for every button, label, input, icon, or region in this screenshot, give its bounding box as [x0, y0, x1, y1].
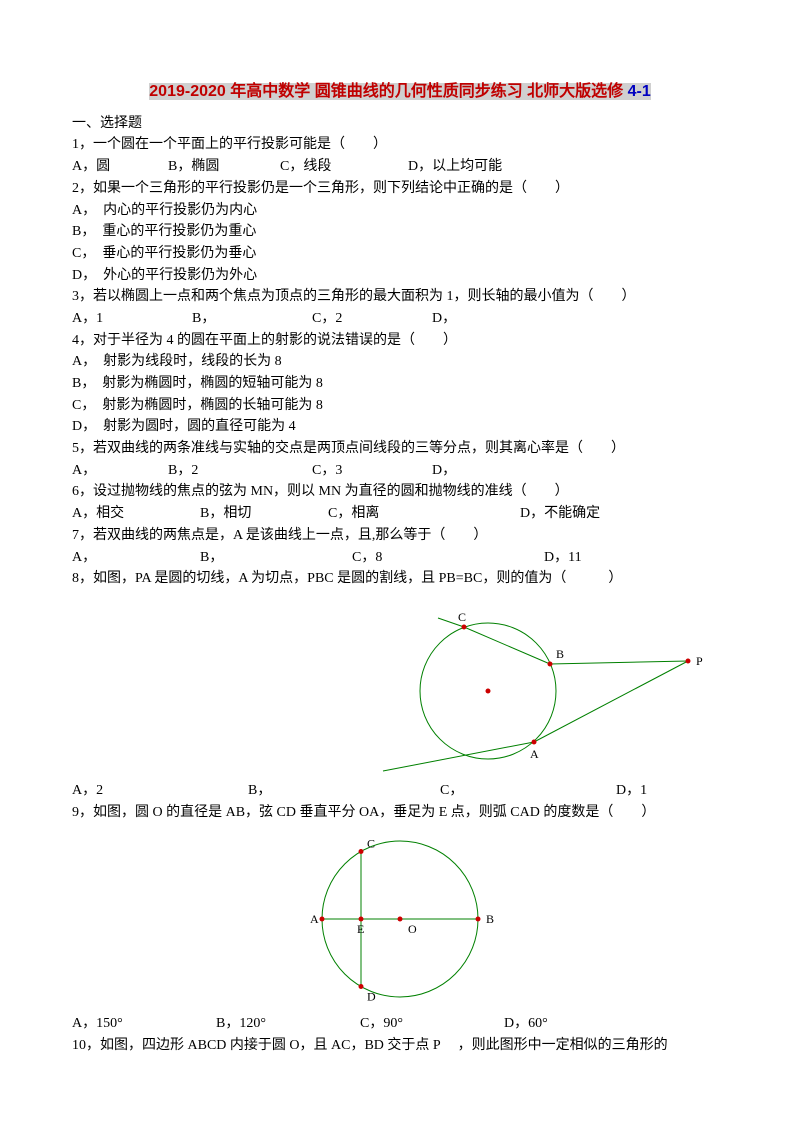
option-row: A，圆B，椭圆C，线段D，以上均可能: [72, 156, 728, 178]
option: A，: [72, 460, 168, 482]
svg-text:O: O: [408, 922, 417, 936]
svg-text:B: B: [486, 912, 494, 926]
svg-text:E: E: [357, 922, 364, 936]
option: D，60°: [504, 1013, 584, 1035]
question-stem: 9，如图，圆 O 的直径是 AB，弦 CD 垂直平分 OA，垂足为 E 点，则弧…: [72, 802, 728, 824]
option: A，2: [72, 780, 248, 802]
option: D，以上均可能: [408, 156, 548, 178]
option: B，椭圆: [168, 156, 280, 178]
option: C，线段: [280, 156, 408, 178]
question-stem: 5，若双曲线的两条准线与实轴的交点是两顶点间线段的三等分点，则其离心率是（ ）: [72, 438, 728, 460]
option: B，: [192, 308, 312, 330]
question-stem: 1，一个圆在一个平面上的平行投影可能是（ ）: [72, 134, 728, 156]
option: A， 射影为线段时，线段的长为 8: [72, 351, 728, 373]
option: C， 射影为椭圆时，椭圆的长轴可能为 8: [72, 395, 728, 417]
svg-text:P: P: [696, 654, 703, 668]
option: D，: [432, 308, 512, 330]
figure-9: A B E O C D: [250, 829, 550, 1009]
option: A，相交: [72, 503, 200, 525]
option: C，: [440, 780, 616, 802]
option: B，相切: [200, 503, 328, 525]
svg-text:A: A: [530, 747, 539, 761]
option: A，圆: [72, 156, 168, 178]
option: D，11: [544, 547, 624, 569]
option: D，1: [616, 780, 696, 802]
option: A，: [72, 547, 200, 569]
option: D，: [432, 460, 512, 482]
option: C，8: [352, 547, 544, 569]
option: C，相离: [328, 503, 520, 525]
option: C，2: [312, 308, 432, 330]
question-stem: 10，如图，四边形 ABCD 内接于圆 O，且 AC，BD 交于点 P ，则此图…: [72, 1035, 728, 1057]
question-stem: 4，对于半径为 4 的圆在平面上的射影的说法错误的是（ ）: [72, 330, 728, 352]
option: B，2: [168, 460, 312, 482]
svg-text:D: D: [367, 990, 376, 1004]
question-list: 1，一个圆在一个平面上的平行投影可能是（ ）A，圆B，椭圆C，线段D，以上均可能…: [72, 134, 728, 1056]
svg-text:C: C: [367, 837, 375, 851]
option-row: A，相交B，相切C，相离D，不能确定: [72, 503, 728, 525]
question-stem: 6，设过抛物线的焦点的弦为 MN，则以 MN 为直径的圆和抛物线的准线（ ）: [72, 481, 728, 503]
svg-text:A: A: [310, 912, 319, 926]
option: D， 射影为圆时，圆的直径可能为 4: [72, 416, 728, 438]
option: B， 重心的平行投影仍为重心: [72, 221, 728, 243]
question-stem: 8，如图，PA 是圆的切线，A 为切点，PBC 是圆的割线，且 PB=BC，则的…: [72, 568, 728, 590]
option: C， 垂心的平行投影仍为垂心: [72, 243, 728, 265]
option: A，150°: [72, 1013, 216, 1035]
option-row: A，1B，C，2D，: [72, 308, 728, 330]
question-stem: 7，若双曲线的两焦点是，A 是该曲线上一点，且,那么等于（ ）: [72, 525, 728, 547]
option: B， 射影为椭圆时，椭圆的短轴可能为 8: [72, 373, 728, 395]
option: A，1: [72, 308, 192, 330]
title-main: 2019-2020 年高中数学 圆锥曲线的几何性质同步练习 北师大版选修: [149, 83, 627, 100]
section-heading: 一、选择题: [72, 113, 728, 135]
option: A， 内心的平行投影仍为内心: [72, 200, 728, 222]
option: B，120°: [216, 1013, 360, 1035]
option: C，90°: [360, 1013, 504, 1035]
option: D，不能确定: [520, 503, 640, 525]
page-title: 2019-2020 年高中数学 圆锥曲线的几何性质同步练习 北师大版选修 4-1: [72, 80, 728, 105]
option-row: A，150°B，120°C，90°D，60°: [72, 1013, 728, 1035]
option: B，: [248, 780, 440, 802]
question-stem: 3，若以椭圆上一点和两个焦点为顶点的三角形的最大面积为 1，则长轴的最小值为（ …: [72, 286, 728, 308]
figure-wrap: A B E O C D: [72, 829, 728, 1009]
svg-text:B: B: [556, 647, 564, 661]
figure-wrap: P A B C: [72, 596, 728, 776]
option-row: A，2B，C，D，1: [72, 780, 728, 802]
option: B，: [200, 547, 352, 569]
option-row: A，B，2C，3D，: [72, 460, 728, 482]
option-row: A，B，C，8D，11: [72, 547, 728, 569]
option: C，3: [312, 460, 432, 482]
title-suffix: 4-1: [628, 83, 651, 100]
svg-text:C: C: [458, 610, 466, 624]
question-stem: 2，如果一个三角形的平行投影仍是一个三角形，则下列结论中正确的是（ ）: [72, 178, 728, 200]
figure-8: P A B C: [318, 596, 718, 776]
option: D， 外心的平行投影仍为外心: [72, 265, 728, 287]
